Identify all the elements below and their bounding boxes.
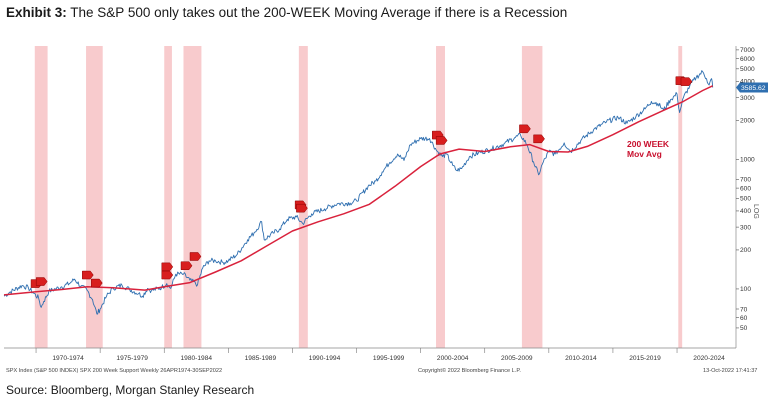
breach-markers — [30, 76, 693, 288]
breach-marker-2 — [82, 270, 94, 280]
ma-annotation-line1: 200 WEEK — [627, 139, 670, 149]
x-tick-label-1: 1975-1979 — [116, 355, 148, 362]
y-tick-label-400: 400 — [740, 208, 751, 215]
y-tick-label-1000: 1000 — [740, 157, 755, 164]
footer-right-text: 13-Oct-2022 17:41:37 — [703, 368, 757, 374]
x-tick-label-8: 2010-2014 — [565, 355, 597, 362]
breach-marker-15 — [680, 77, 693, 86]
footer-center-text: Copyright© 2022 Bloomberg Finance L.P. — [418, 367, 521, 374]
y-tick-label-70: 70 — [740, 306, 748, 313]
y-tick-label-100: 100 — [740, 286, 751, 293]
x-tick-label-2: 1980-1984 — [181, 355, 213, 362]
y-tick-label-6000: 6000 — [740, 56, 755, 63]
y-tick-label-2000: 2000 — [740, 118, 755, 125]
recession-band-4 — [298, 46, 308, 348]
x-tick-label-3: 1985-1989 — [245, 355, 277, 362]
exhibit-label: Exhibit 3: — [6, 5, 67, 20]
chart-annotations: 200 WEEK Mov Avg LOG SPX Index (S&P 500 … — [6, 139, 759, 374]
recession-band-5 — [436, 46, 445, 348]
last-value-tag — [736, 82, 768, 93]
x-tick-label-9: 2015-2019 — [629, 355, 661, 362]
ma-200-week-line — [3, 85, 714, 296]
x-tick-label-5: 1995-1999 — [373, 355, 405, 362]
breach-marker-1 — [35, 277, 48, 286]
spx-price-line — [3, 70, 714, 315]
source-note: Source: Bloomberg, Morgan Stanley Resear… — [6, 383, 255, 397]
y-tick-label-5000: 5000 — [740, 66, 755, 73]
y-tick-label-60: 60 — [740, 315, 748, 322]
log-axis-label: LOG — [752, 204, 759, 219]
breach-marker-4 — [161, 262, 174, 272]
breach-marker-7 — [189, 252, 202, 261]
footer-left-text: SPX Index (S&P 500 INDEX) SPX 200 Week S… — [6, 368, 222, 374]
y-tick-label-600: 600 — [740, 185, 751, 192]
recession-band-7 — [678, 46, 683, 348]
recession-band-0 — [34, 46, 48, 348]
x-tick-label-4: 1990-1994 — [309, 355, 341, 362]
recession-band-1 — [86, 46, 103, 348]
last-value-label: 3585.62 — [741, 85, 766, 92]
breach-marker-5 — [161, 270, 174, 280]
y-tick-label-7000: 7000 — [740, 47, 755, 54]
breach-marker-13 — [533, 134, 545, 144]
y-tick-label-700: 700 — [740, 177, 751, 184]
x-tick-label-6: 2000-2004 — [437, 355, 469, 362]
recession-band-6 — [521, 46, 543, 348]
y-tick-label-300: 300 — [740, 224, 751, 231]
ma-annotation-line2: Mov Avg — [627, 149, 662, 159]
recession-band-2 — [164, 46, 172, 348]
y-tick-label-3000: 3000 — [740, 95, 755, 102]
y-tick-label-50: 50 — [740, 325, 748, 332]
y-tick-label-500: 500 — [740, 196, 751, 203]
recession-bands — [34, 46, 683, 348]
breach-marker-6 — [180, 261, 193, 270]
exhibit-title-text: The S&P 500 only takes out the 200-WEEK … — [70, 5, 568, 20]
breach-marker-11 — [435, 136, 448, 145]
breach-marker-9 — [296, 203, 308, 213]
x-tick-label-0: 1970-1974 — [52, 355, 84, 362]
breach-marker-3 — [91, 278, 103, 288]
recession-band-3 — [183, 46, 202, 348]
series-lines — [3, 70, 714, 315]
y-tick-label-200: 200 — [740, 247, 751, 254]
x-tick-label-7: 2005-2009 — [501, 355, 533, 362]
x-tick-label-10: 2020-2024 — [693, 355, 725, 362]
breach-marker-12 — [519, 124, 531, 134]
chart-title: Exhibit 3: The S&P 500 only takes out th… — [6, 5, 567, 20]
y-tick-label-4000: 4000 — [740, 79, 755, 86]
